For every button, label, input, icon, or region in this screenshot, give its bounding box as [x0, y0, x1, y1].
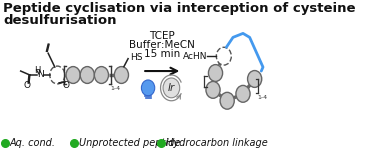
Text: N: N — [37, 69, 44, 79]
Text: AcHN: AcHN — [183, 52, 207, 61]
Circle shape — [208, 65, 223, 81]
Circle shape — [50, 66, 65, 84]
Text: TCEP: TCEP — [149, 31, 175, 41]
Text: O: O — [24, 81, 31, 90]
Circle shape — [66, 67, 80, 83]
Text: H: H — [34, 66, 40, 75]
Text: Buffer:MeCN: Buffer:MeCN — [129, 40, 195, 50]
Circle shape — [236, 85, 250, 102]
Text: HS: HS — [130, 53, 142, 62]
Text: O: O — [62, 81, 69, 90]
Circle shape — [216, 47, 231, 65]
Text: Aq. cond.: Aq. cond. — [10, 138, 56, 148]
Text: Unprotected peptide: Unprotected peptide — [79, 138, 180, 148]
Circle shape — [206, 81, 220, 98]
Text: 1-4: 1-4 — [110, 86, 120, 91]
Circle shape — [248, 71, 262, 87]
Circle shape — [141, 80, 155, 96]
Text: 15 min: 15 min — [144, 49, 180, 59]
Text: desulfurisation: desulfurisation — [3, 14, 117, 27]
Text: Ir: Ir — [168, 83, 175, 93]
Circle shape — [94, 67, 108, 83]
Text: 1-4: 1-4 — [257, 95, 268, 100]
Circle shape — [80, 67, 94, 83]
Circle shape — [163, 78, 180, 98]
Circle shape — [115, 67, 129, 83]
Circle shape — [220, 92, 234, 109]
Text: Peptide cyclisation via interception of cysteine: Peptide cyclisation via interception of … — [3, 2, 356, 15]
Text: Hydrocarbon linkage: Hydrocarbon linkage — [166, 138, 268, 148]
